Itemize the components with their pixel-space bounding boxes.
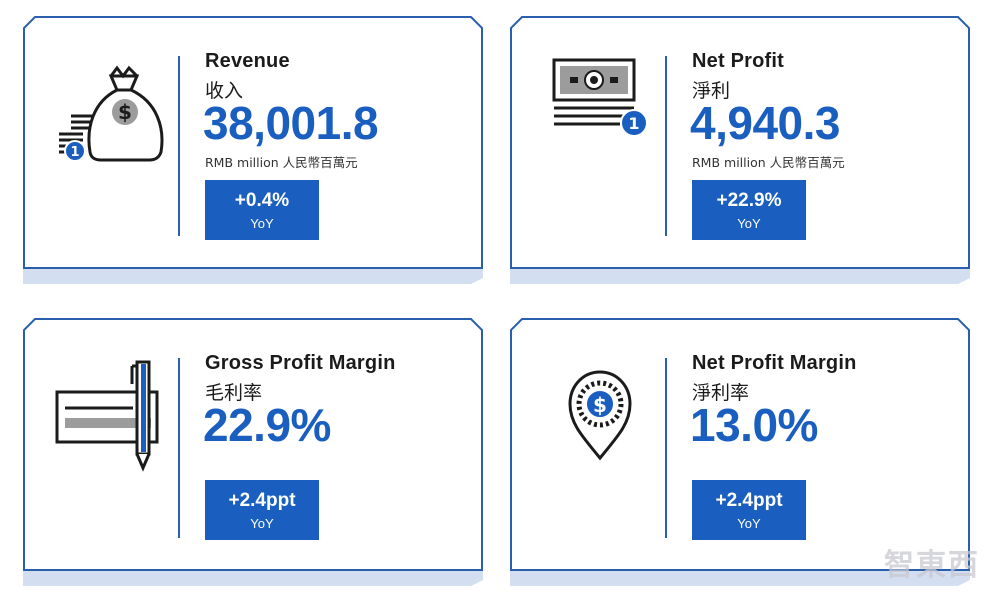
divider bbox=[665, 358, 667, 538]
revenue-card: $ 1 Revenue 收入 38,001.8 RMB million 人民幣百… bbox=[23, 16, 483, 284]
money-bag-icon: $ 1 bbox=[53, 56, 173, 176]
yoy-change: +2.4ppt bbox=[228, 490, 296, 511]
svg-text:$: $ bbox=[593, 393, 607, 417]
card-frame bbox=[23, 16, 483, 284]
yoy-badge: +0.4% YoY bbox=[205, 180, 319, 240]
yoy-badge: +2.4ppt YoY bbox=[205, 480, 319, 540]
yoy-label: YoY bbox=[250, 516, 274, 531]
banknote-icon: 1 bbox=[540, 56, 660, 176]
yoy-change: +22.9% bbox=[716, 190, 782, 211]
card-title-zh: 毛利率 bbox=[205, 382, 263, 404]
card-title-zh: 收入 bbox=[205, 80, 244, 102]
yoy-label: YoY bbox=[737, 516, 761, 531]
yoy-change: +2.4ppt bbox=[715, 490, 783, 511]
svg-text:$: $ bbox=[118, 100, 132, 124]
card-title-en: Gross Profit Margin bbox=[205, 352, 396, 374]
svg-text:1: 1 bbox=[70, 145, 79, 160]
cheque-pen-icon bbox=[53, 358, 173, 478]
divider bbox=[665, 56, 667, 236]
yoy-badge: +22.9% YoY bbox=[692, 180, 806, 240]
card-unit: RMB million 人民幣百萬元 bbox=[205, 155, 358, 170]
card-title-en: Net Profit Margin bbox=[692, 352, 857, 374]
divider bbox=[178, 56, 180, 236]
card-title-zh: 淨利 bbox=[692, 80, 731, 102]
gross-profit-margin-card: Gross Profit Margin 毛利率 22.9% +2.4ppt Yo… bbox=[23, 318, 483, 586]
yoy-label: YoY bbox=[737, 216, 761, 231]
dollar-location-pin-icon: $ bbox=[540, 358, 660, 478]
card-value: 13.0% bbox=[690, 399, 818, 451]
card-value: 22.9% bbox=[203, 399, 331, 451]
yoy-label: YoY bbox=[250, 216, 274, 231]
card-title-zh: 淨利率 bbox=[692, 382, 750, 404]
svg-text:1: 1 bbox=[628, 114, 639, 133]
card-unit: RMB million 人民幣百萬元 bbox=[692, 155, 845, 170]
card-frame bbox=[510, 318, 970, 586]
net-profit-card: 1 Net Profit 淨利 4,940.3 RMB million 人民幣百… bbox=[510, 16, 970, 284]
card-title-en: Revenue bbox=[205, 50, 290, 72]
net-profit-margin-card: $ Net Profit Margin 淨利率 13.0% +2.4ppt Yo… bbox=[510, 318, 970, 586]
card-value: 38,001.8 bbox=[203, 97, 379, 149]
yoy-badge: +2.4ppt YoY bbox=[692, 480, 806, 540]
watermark: 智東西 bbox=[884, 548, 980, 583]
yoy-change: +0.4% bbox=[234, 190, 290, 211]
card-value: 4,940.3 bbox=[690, 97, 840, 149]
divider bbox=[178, 358, 180, 538]
card-title-en: Net Profit bbox=[692, 50, 784, 72]
